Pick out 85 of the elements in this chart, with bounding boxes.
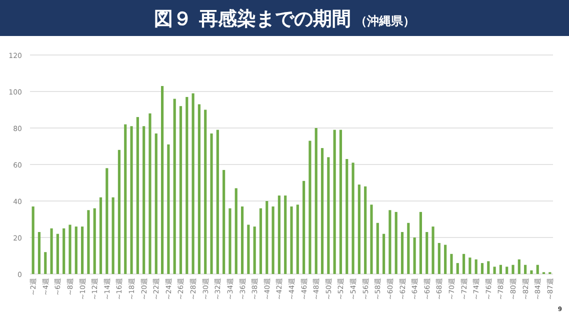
bar — [222, 170, 226, 274]
bar — [524, 264, 527, 274]
bar — [499, 264, 502, 274]
bar — [487, 261, 490, 274]
bar — [148, 113, 152, 274]
bar — [118, 150, 121, 274]
bar — [210, 133, 213, 274]
bar — [142, 126, 146, 274]
bar — [438, 242, 440, 274]
bar — [112, 197, 114, 274]
bar — [44, 252, 47, 274]
bar — [400, 232, 404, 274]
bar — [272, 206, 274, 274]
bar — [456, 263, 459, 274]
bar — [376, 222, 379, 274]
bar — [124, 124, 127, 274]
bar — [407, 222, 410, 274]
bar — [234, 188, 238, 274]
bar — [56, 234, 59, 274]
bar — [320, 148, 324, 274]
bar — [136, 117, 139, 274]
bar — [370, 204, 373, 274]
bar — [506, 266, 508, 274]
bar — [426, 232, 428, 274]
bar — [186, 96, 188, 274]
bar — [419, 212, 422, 274]
bar — [62, 228, 66, 274]
bar — [173, 98, 176, 274]
bar — [50, 228, 53, 274]
bar — [450, 254, 453, 274]
bar — [284, 196, 287, 274]
bar — [228, 208, 232, 274]
bar — [198, 104, 200, 274]
bar — [87, 210, 90, 274]
bar — [130, 126, 133, 274]
bar — [160, 86, 164, 274]
bar — [93, 208, 96, 274]
bar — [339, 130, 342, 274]
bar — [290, 206, 293, 274]
bar — [38, 232, 41, 274]
bar — [536, 264, 539, 274]
bar — [216, 130, 219, 274]
bar — [106, 168, 108, 274]
bar — [81, 226, 84, 274]
bar — [444, 244, 447, 274]
bar — [518, 259, 520, 274]
bar — [99, 197, 102, 274]
bar — [266, 201, 268, 274]
bar — [358, 184, 360, 274]
bar — [432, 226, 434, 274]
bar — [314, 128, 318, 274]
bar — [327, 157, 330, 274]
bar — [394, 212, 398, 274]
bar — [179, 106, 182, 274]
bar — [480, 263, 484, 274]
bar — [346, 159, 348, 274]
bar — [259, 208, 262, 274]
bar — [462, 254, 466, 274]
bar — [382, 234, 386, 274]
bar — [278, 196, 280, 274]
bar — [493, 266, 496, 274]
bar — [474, 259, 478, 274]
bar — [240, 206, 244, 274]
bar — [167, 144, 170, 274]
bar — [468, 258, 472, 274]
bar — [74, 226, 78, 274]
bar — [512, 264, 514, 274]
bar — [32, 206, 34, 274]
bar — [296, 204, 299, 274]
bar — [192, 93, 194, 274]
bar — [388, 210, 392, 274]
chart-title: 図９ 再感染までの期間 — [154, 8, 351, 30]
bar — [333, 130, 336, 274]
bar — [530, 270, 533, 274]
bar — [253, 226, 256, 274]
chart-subtitle: （沖縄県） — [354, 14, 415, 28]
bar — [68, 224, 72, 274]
bar — [302, 180, 306, 274]
bar — [364, 186, 367, 274]
bar — [154, 133, 158, 274]
bar — [413, 238, 416, 274]
bar — [308, 140, 312, 274]
bar — [247, 224, 250, 274]
bar — [352, 162, 354, 274]
bar — [204, 110, 207, 274]
